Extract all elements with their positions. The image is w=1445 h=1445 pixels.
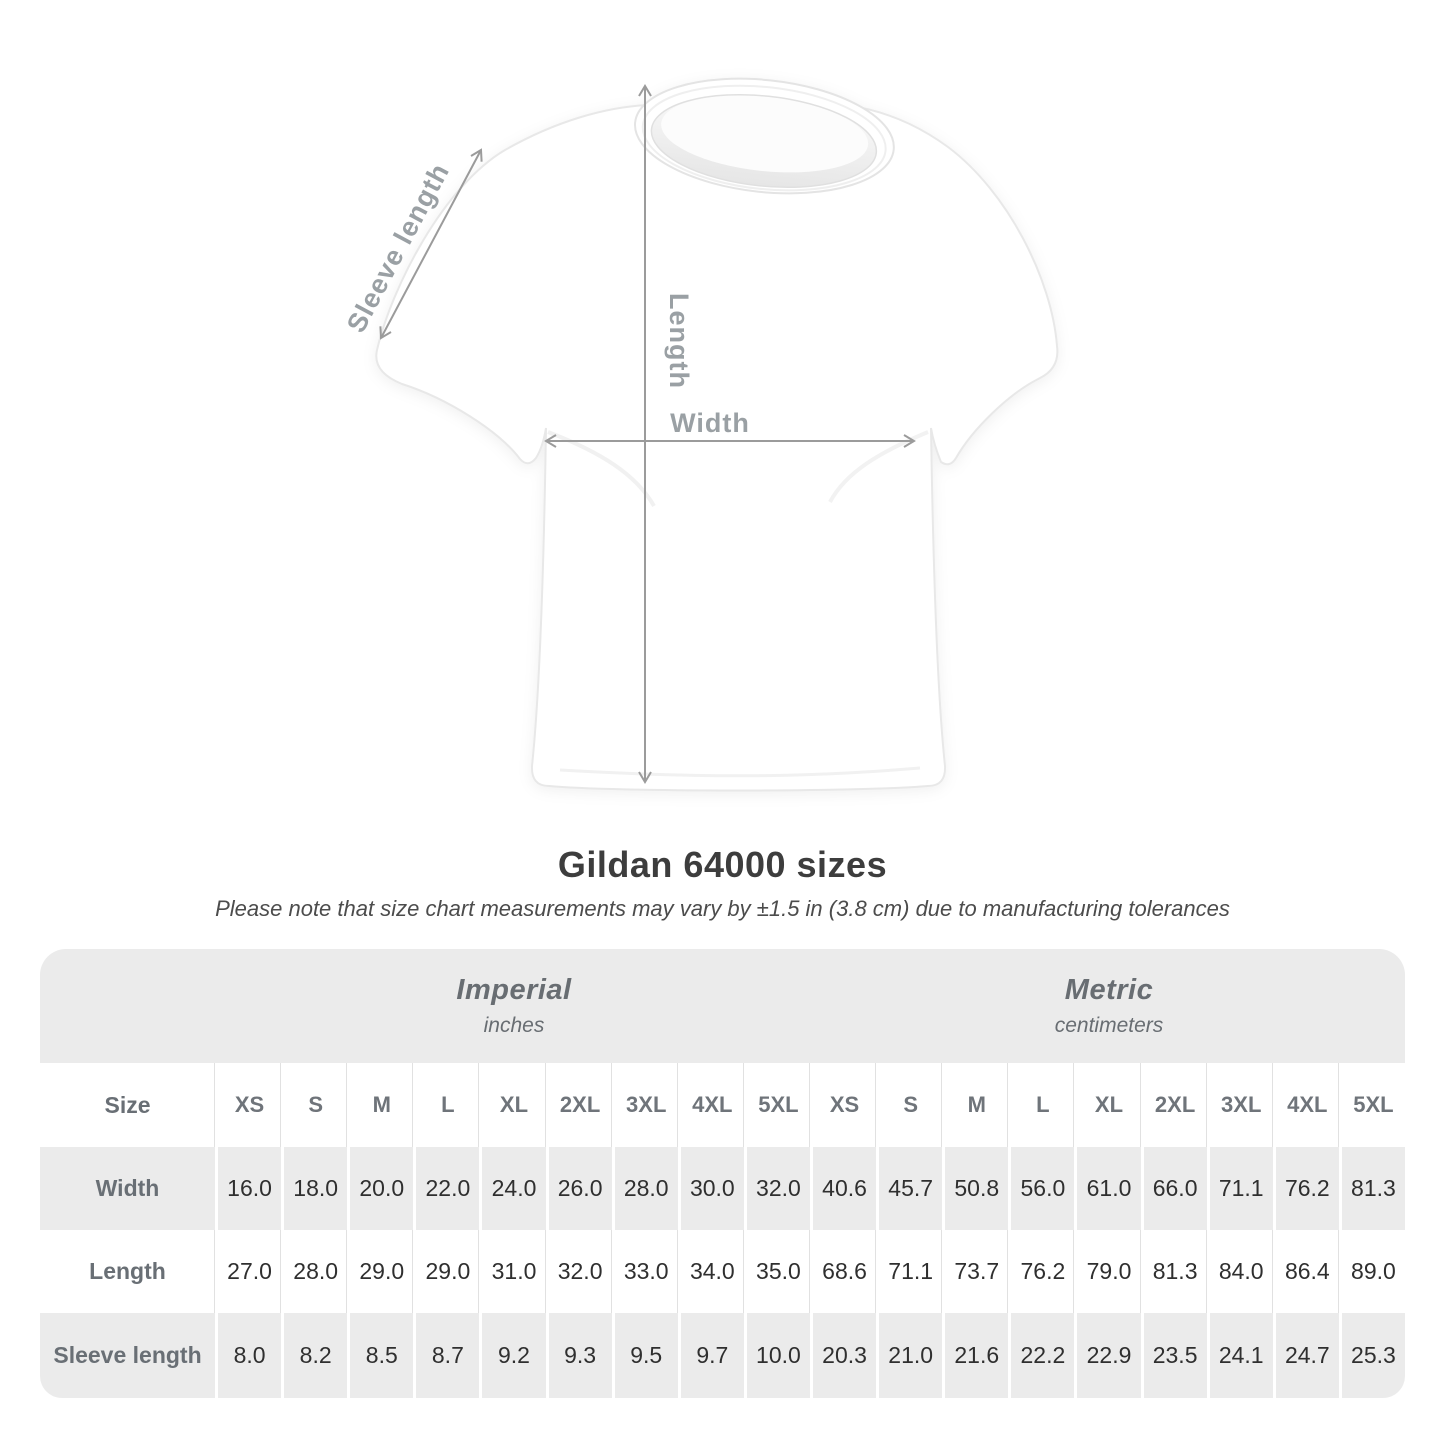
value-cell: 28.0 [284, 1230, 348, 1313]
value-cell: 8.0 [218, 1313, 282, 1398]
value-cell: 23.5 [1143, 1313, 1207, 1398]
value-cell: 31.0 [482, 1230, 546, 1313]
value-cell: 89.0 [1341, 1230, 1405, 1313]
size-header-metric-4xl: 4XL [1275, 1063, 1339, 1147]
measurement-arrows [379, 84, 916, 784]
size-header-imperial-5xl: 5XL [746, 1063, 810, 1147]
collar [633, 77, 895, 195]
size-header-metric-l: L [1011, 1063, 1075, 1147]
size-header-metric-3xl: 3XL [1209, 1063, 1273, 1147]
value-cell: 76.2 [1275, 1147, 1339, 1230]
size-header-imperial-l: L [416, 1063, 480, 1147]
value-cell: 24.0 [482, 1147, 546, 1230]
value-cell: 30.0 [680, 1147, 744, 1230]
row-label-length: Length [40, 1230, 215, 1313]
value-cell: 29.0 [350, 1230, 414, 1313]
value-cell: 45.7 [879, 1147, 943, 1230]
value-cell: 40.6 [812, 1147, 877, 1230]
size-header-metric-xl: XL [1077, 1063, 1141, 1147]
value-cell: 21.6 [945, 1313, 1009, 1398]
sleeve-length-arrow [379, 148, 483, 340]
size-header-imperial-s: S [284, 1063, 348, 1147]
value-cell: 8.7 [416, 1313, 480, 1398]
value-cell: 73.7 [945, 1230, 1009, 1313]
value-cell: 32.0 [548, 1230, 612, 1313]
value-cell: 71.1 [1209, 1147, 1273, 1230]
value-cell: 61.0 [1077, 1147, 1141, 1230]
size-header-imperial-m: M [350, 1063, 414, 1147]
metric-unit: centimeters [1054, 1014, 1164, 1037]
value-cell: 56.0 [1011, 1147, 1075, 1230]
value-cell: 86.4 [1275, 1230, 1339, 1313]
value-cell: 10.0 [746, 1313, 810, 1398]
value-cell: 21.0 [879, 1313, 943, 1398]
value-cell: 66.0 [1143, 1147, 1207, 1230]
value-cell: 22.2 [1011, 1313, 1075, 1398]
length-label: Length [664, 293, 694, 389]
row-label-sleeve-length: Sleeve length [40, 1313, 215, 1398]
value-cell: 84.0 [1209, 1230, 1273, 1313]
value-cell: 8.5 [350, 1313, 414, 1398]
value-cell: 81.3 [1143, 1230, 1207, 1313]
value-cell: 25.3 [1341, 1313, 1405, 1398]
value-cell: 34.0 [680, 1230, 744, 1313]
value-cell: 79.0 [1077, 1230, 1141, 1313]
tshirt-body [375, 101, 1059, 792]
size-header-imperial-4xl: 4XL [680, 1063, 744, 1147]
size-header-imperial-xs: XS [218, 1063, 282, 1147]
value-cell: 9.3 [548, 1313, 612, 1398]
value-cell: 76.2 [1011, 1230, 1075, 1313]
value-cell: 22.0 [416, 1147, 480, 1230]
size-header-metric-xs: XS [812, 1063, 877, 1147]
value-cell: 16.0 [218, 1147, 282, 1230]
size-header-metric-s: S [879, 1063, 943, 1147]
tshirt-measurement-diagram: Sleeve length Length Width [341, 77, 1059, 792]
value-cell: 9.5 [614, 1313, 678, 1398]
size-header-imperial-xl: XL [482, 1063, 546, 1147]
value-cell: 27.0 [218, 1230, 282, 1313]
value-cell: 20.3 [812, 1313, 877, 1398]
value-cell: 81.3 [1341, 1147, 1405, 1230]
value-cell: 9.2 [482, 1313, 546, 1398]
size-header-imperial-3xl: 3XL [614, 1063, 678, 1147]
value-cell: 33.0 [614, 1230, 678, 1313]
size-table-grid: Size XS S M L XL 2XL 3XL 4XL 5XL XS S M L XL 2XL 3XL 4XL 5… [40, 1063, 1405, 1398]
value-cell: 18.0 [284, 1147, 348, 1230]
value-cell: 68.6 [812, 1230, 877, 1313]
fold-hem [559, 766, 921, 778]
size-header-metric-2xl: 2XL [1143, 1063, 1207, 1147]
value-cell: 71.1 [879, 1230, 943, 1313]
size-table: Imperial inches Metric centimeters Size X… [40, 949, 1405, 1398]
imperial-unit: inches [483, 1014, 545, 1037]
value-cell: 20.0 [350, 1147, 414, 1230]
value-cell: 9.7 [680, 1313, 744, 1398]
imperial-label: Imperial [456, 974, 572, 1006]
size-header-metric-m: M [945, 1063, 1009, 1147]
page-title: Gildan 64000 sizes [557, 844, 888, 885]
value-cell: 29.0 [416, 1230, 480, 1313]
metric-label: Metric [1064, 974, 1154, 1006]
size-header-imperial-2xl: 2XL [548, 1063, 612, 1147]
value-cell: 24.1 [1209, 1313, 1273, 1398]
value-cell: 8.2 [284, 1313, 348, 1398]
value-cell: 24.7 [1275, 1313, 1339, 1398]
group-header-metric: Metric centimeters [813, 974, 1405, 1038]
table-corner-size: Size [40, 1063, 215, 1147]
size-header-metric-5xl: 5XL [1341, 1063, 1405, 1147]
size-table-header: Imperial inches Metric centimeters [40, 949, 1405, 1063]
value-cell: 22.9 [1077, 1313, 1141, 1398]
value-cell: 50.8 [945, 1147, 1009, 1230]
row-label-width: Width [40, 1147, 215, 1230]
value-cell: 28.0 [614, 1147, 678, 1230]
width-label: Width [670, 408, 750, 438]
value-cell: 32.0 [746, 1147, 810, 1230]
group-header-imperial: Imperial inches [218, 974, 810, 1038]
value-cell: 26.0 [548, 1147, 612, 1230]
page-subtitle: Please note that size chart measurements… [215, 896, 1230, 921]
value-cell: 35.0 [746, 1230, 810, 1313]
